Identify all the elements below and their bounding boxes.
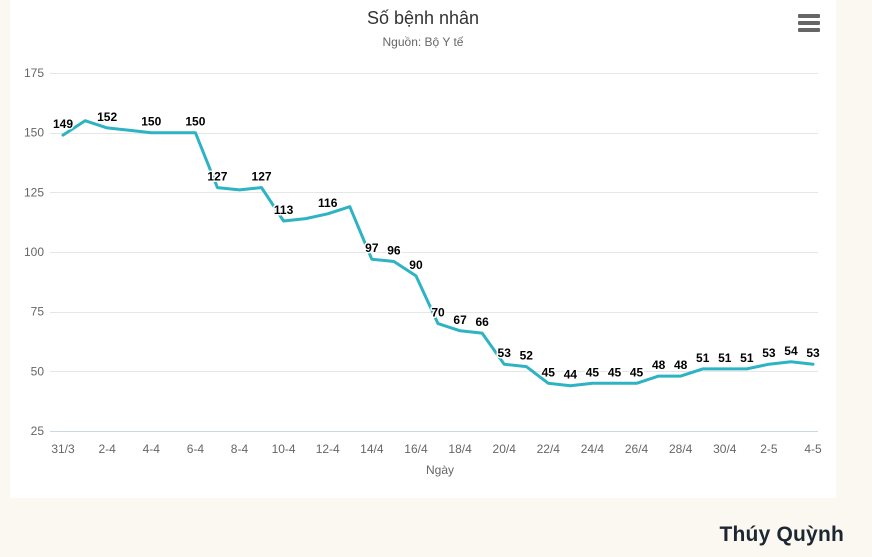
y-axis-tick-label: 150: [24, 126, 44, 140]
x-axis-tick-label: 31/3: [51, 442, 75, 456]
x-axis-tick-label: 8-4: [231, 442, 249, 456]
data-label: 96: [387, 244, 401, 258]
data-label: 149: [53, 117, 73, 131]
data-label: 113: [274, 203, 294, 217]
data-label: 45: [586, 365, 600, 379]
x-axis-tick-label: 10-4: [272, 442, 296, 456]
y-axis-tick-label: 75: [31, 305, 45, 319]
data-label: 97: [365, 241, 379, 255]
data-label: 150: [141, 115, 161, 129]
data-label: 53: [762, 346, 776, 360]
x-axis-tick-label: 6-4: [187, 442, 205, 456]
data-label: 90: [409, 258, 423, 272]
x-axis-tick-label: 2-5: [760, 442, 778, 456]
x-axis-tick-label: 20/4: [493, 442, 517, 456]
chart-card: Số bệnh nhân Nguồn: Bộ Y tế 25 50 75 100 125…: [10, 0, 836, 498]
x-axis-tick-label: 30/4: [713, 442, 737, 456]
x-axis-tick-label: 24/4: [581, 442, 605, 456]
x-axis-tick-label: 26/4: [625, 442, 649, 456]
x-axis-tick-label: 4-4: [143, 442, 161, 456]
data-label: 48: [652, 358, 666, 372]
data-label: 52: [520, 349, 534, 363]
data-label: 127: [252, 170, 272, 184]
x-axis-tick-label: 14/4: [360, 442, 384, 456]
hamburger-menu-icon: [798, 14, 820, 32]
data-label: 48: [674, 358, 688, 372]
data-label: 51: [740, 351, 754, 365]
x-axis-tick-label: 4-5: [804, 442, 822, 456]
y-axis-tick-label: 175: [24, 66, 44, 80]
data-label: 51: [718, 351, 732, 365]
data-label: 45: [608, 365, 622, 379]
y-axis-tick-label: 25: [31, 424, 45, 438]
x-axis-tick-label: 28/4: [669, 442, 693, 456]
series-line[interactable]: [61, 119, 815, 388]
data-label: 67: [453, 313, 467, 327]
data-label: 44: [564, 368, 578, 382]
data-label: 54: [784, 344, 798, 358]
author-credit: Thúy Quỳnh: [719, 523, 844, 546]
data-label: 116: [318, 196, 338, 210]
x-axis-title: Ngày: [426, 463, 454, 477]
data-label: 70: [431, 306, 445, 320]
y-axis-tick-label: 50: [31, 364, 45, 378]
data-label: 66: [475, 315, 489, 329]
y-axis-tick-label: 100: [24, 245, 44, 259]
data-label: 53: [498, 346, 512, 360]
x-axis-tick-label: 12-4: [316, 442, 340, 456]
chart-subtitle: Nguồn: Bộ Y tế: [382, 35, 464, 49]
x-axis-tick-label: 2-4: [98, 442, 116, 456]
x-axis-tick-label: 18/4: [448, 442, 472, 456]
line-chart-plot: 25 50 75 100 125 150 175 31/3 2-4 4-4 6-4 8-4 10-4 12…: [24, 66, 822, 477]
x-axis-tick-label: 22/4: [537, 442, 561, 456]
chart-title: Số bệnh nhân: [366, 8, 480, 28]
data-label: 152: [97, 110, 117, 124]
data-label: 45: [542, 365, 556, 379]
data-label: 127: [207, 170, 227, 184]
data-label: 45: [630, 365, 644, 379]
data-label: 51: [696, 351, 710, 365]
data-label: 150: [185, 115, 205, 129]
data-label: 53: [806, 346, 820, 360]
x-axis-tick-label: 16/4: [404, 442, 428, 456]
y-axis-tick-label: 125: [24, 185, 44, 199]
chart-menu-button[interactable]: [796, 12, 822, 34]
